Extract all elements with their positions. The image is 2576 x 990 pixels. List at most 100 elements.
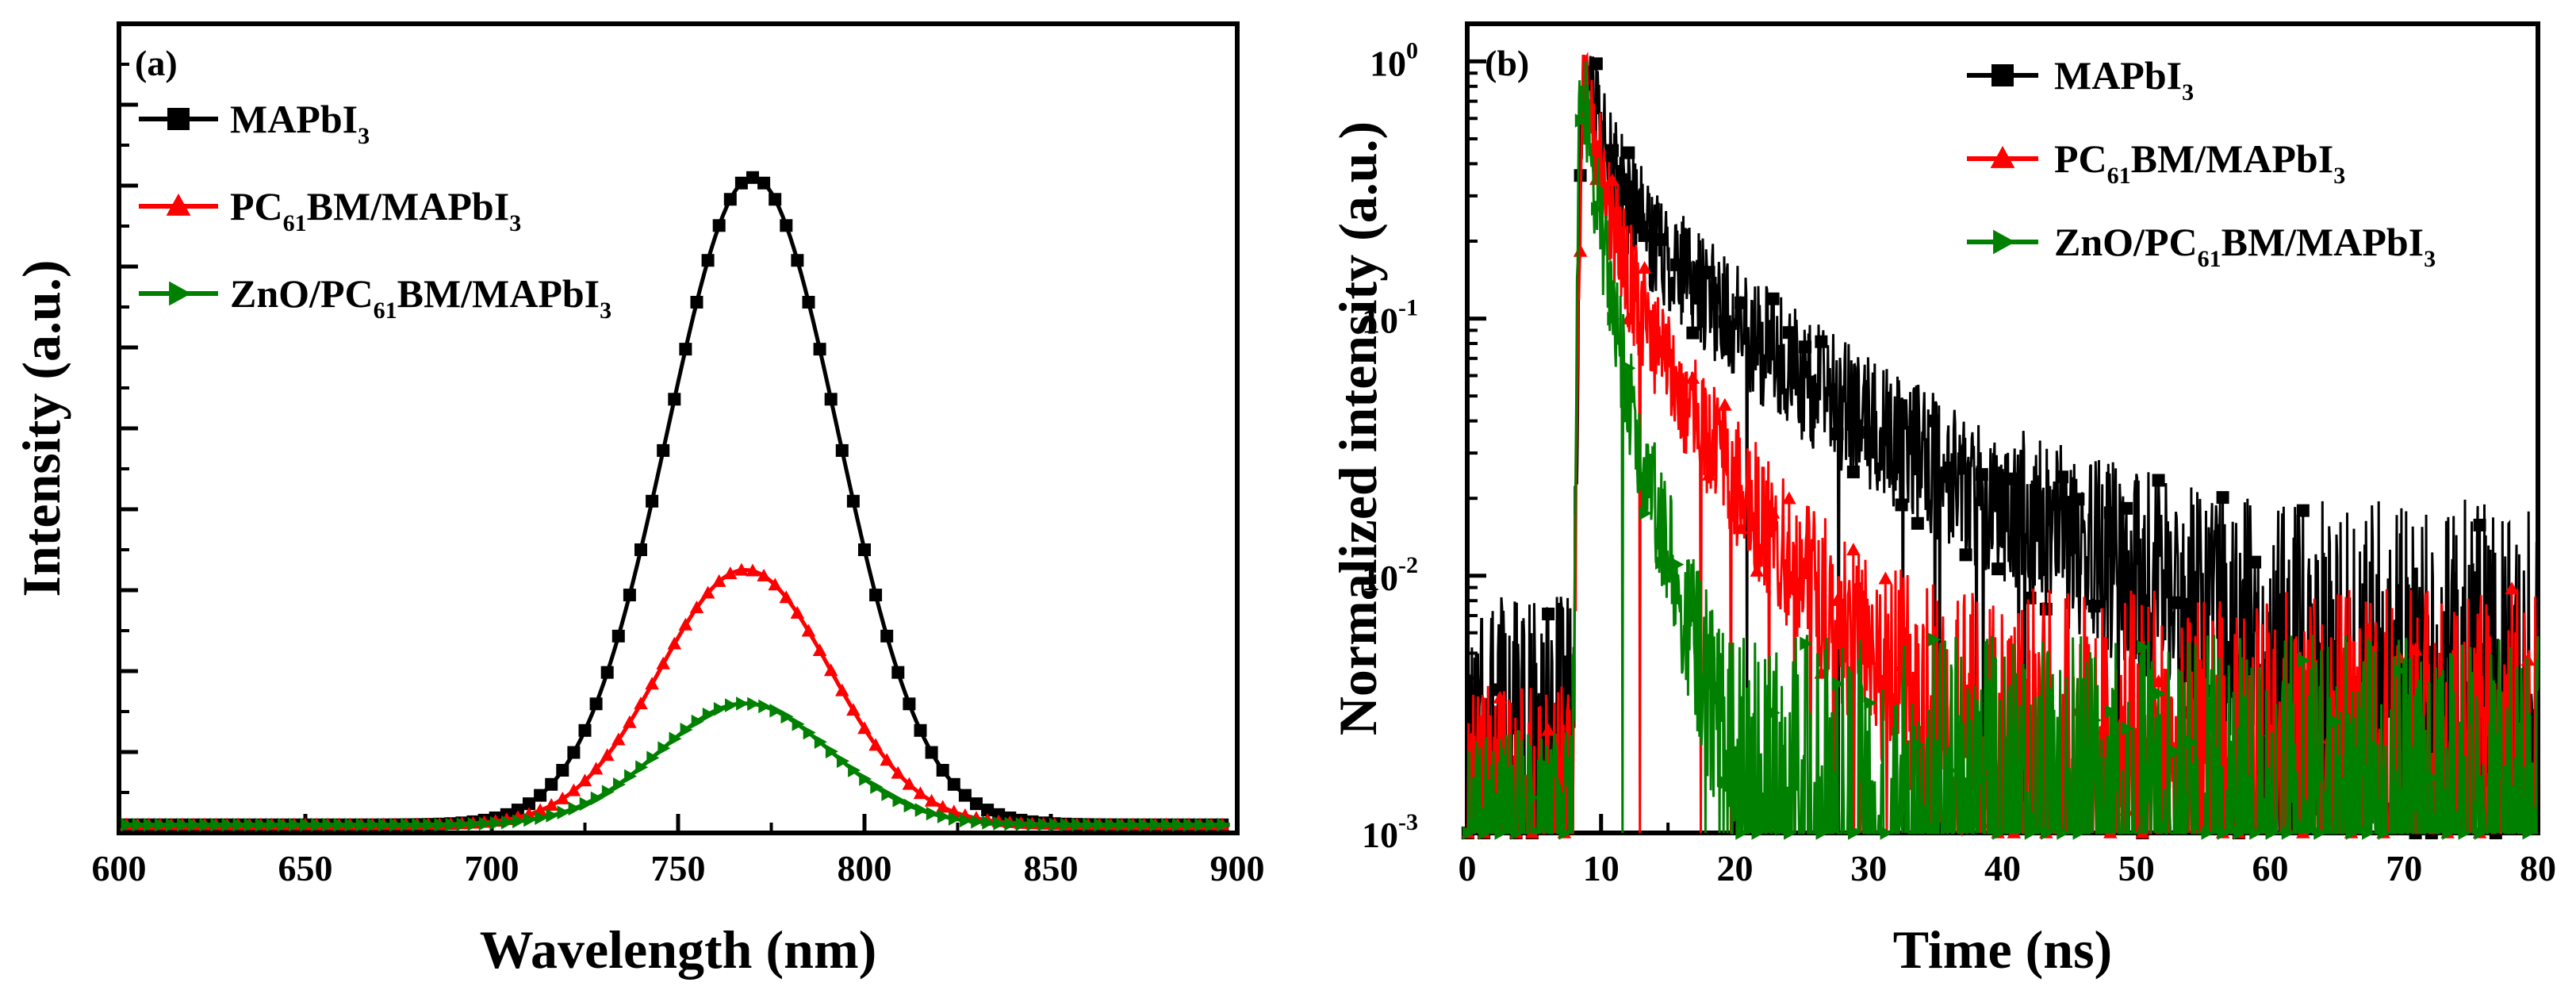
data-point-b bbox=[2233, 826, 2247, 840]
panel-b: 0 10 20 30 40 50 60 70 80 10-3 10-2 10-1 100 Time (ns… bbox=[1328, 21, 2556, 980]
data-point-b bbox=[2185, 735, 2198, 750]
legend-marker-a bbox=[169, 281, 192, 306]
data-point-b bbox=[1687, 594, 1700, 608]
data-point-a bbox=[589, 697, 603, 711]
data-point-a bbox=[255, 818, 268, 832]
data-point-a bbox=[588, 762, 604, 775]
data-point-a bbox=[903, 798, 917, 813]
data-point-a bbox=[1071, 817, 1085, 832]
data-point-b bbox=[2201, 826, 2214, 840]
x-axis-label-a: Wavelength (nm) bbox=[480, 919, 877, 980]
data-point-b bbox=[1927, 414, 1941, 428]
data-point-a bbox=[1217, 818, 1230, 832]
data-point-a bbox=[1004, 816, 1018, 831]
data-point-a bbox=[1127, 817, 1140, 832]
legend-marker-a bbox=[167, 108, 190, 130]
data-point-b bbox=[1558, 826, 1572, 840]
data-point-b bbox=[1623, 361, 1636, 375]
legend-marker-a bbox=[166, 193, 191, 216]
data-point-a bbox=[645, 677, 659, 690]
data-point-b bbox=[2151, 674, 2166, 688]
data-point-b bbox=[2217, 826, 2230, 840]
data-point-a bbox=[412, 817, 425, 832]
data-point-a bbox=[935, 800, 950, 813]
data-point-b bbox=[2426, 770, 2440, 785]
legend-label-b: ZnO/PC61BM/MAPbI3 bbox=[2054, 220, 2436, 272]
data-point-b bbox=[1848, 826, 1861, 840]
data-point-b bbox=[1541, 723, 1555, 736]
data-point-a bbox=[634, 543, 647, 557]
data-point-a bbox=[1037, 817, 1051, 832]
data-point-a bbox=[758, 699, 772, 714]
data-point-a bbox=[1160, 817, 1174, 832]
data-point-a bbox=[389, 817, 402, 832]
data-point-a bbox=[555, 791, 570, 804]
data-point-b bbox=[1846, 543, 1861, 556]
x-axis-label-b: Time (ns) bbox=[1893, 919, 2112, 980]
x-tick-label-b: 80 bbox=[2520, 848, 2556, 888]
data-point-a bbox=[656, 656, 670, 670]
data-point-a bbox=[1026, 817, 1040, 832]
data-point-a bbox=[723, 566, 738, 580]
data-point-b bbox=[1718, 315, 1731, 328]
data-point-a bbox=[501, 815, 514, 830]
data-point-b bbox=[1912, 738, 1926, 752]
series-line-a bbox=[126, 567, 1230, 827]
data-point-b bbox=[2490, 736, 2504, 751]
data-point-b bbox=[1543, 759, 1556, 774]
data-point-a bbox=[154, 818, 167, 832]
data-point-b bbox=[1750, 563, 1765, 577]
data-point-b bbox=[1670, 258, 1684, 271]
data-point-b bbox=[1701, 467, 1716, 481]
x-tick-label-a: 750 bbox=[651, 848, 706, 888]
data-point-b bbox=[1943, 461, 1957, 474]
data-point-b bbox=[2169, 744, 2183, 759]
data-point-b bbox=[2216, 491, 2229, 505]
data-point-b bbox=[1718, 397, 1732, 411]
y-axis-label-a: Intensity (a.u.) bbox=[11, 259, 71, 597]
data-point-a bbox=[881, 787, 895, 801]
data-point-a bbox=[880, 629, 894, 643]
data-point-b bbox=[2313, 826, 2327, 840]
data-point-a bbox=[1138, 817, 1152, 832]
panel-label-a: (a) bbox=[135, 43, 178, 83]
data-point-b bbox=[1928, 632, 1942, 647]
data-point-a bbox=[868, 738, 883, 751]
data-point-a bbox=[1116, 817, 1129, 832]
data-point-b bbox=[1991, 562, 2005, 576]
data-point-b bbox=[1574, 113, 1588, 128]
data-point-b bbox=[2329, 714, 2343, 729]
data-point-a bbox=[780, 219, 793, 232]
data-point-a bbox=[166, 818, 178, 832]
data-point-a bbox=[1149, 817, 1163, 832]
data-point-a bbox=[689, 600, 704, 613]
data-point-a bbox=[679, 343, 692, 356]
x-tick-label-b: 30 bbox=[1850, 848, 1887, 888]
x-tick-label-b: 40 bbox=[1984, 848, 2021, 888]
data-point-a bbox=[322, 817, 335, 832]
data-point-a bbox=[690, 295, 703, 309]
data-point-b bbox=[2103, 506, 2117, 520]
data-point-a bbox=[188, 818, 201, 832]
data-point-a bbox=[445, 817, 458, 832]
data-point-b bbox=[1800, 636, 1813, 651]
data-point-a bbox=[971, 815, 984, 829]
data-point-a bbox=[456, 817, 470, 831]
data-point-a bbox=[300, 817, 313, 832]
legend-marker-b bbox=[1993, 229, 2016, 255]
data-point-a bbox=[232, 818, 246, 832]
data-point-b bbox=[2152, 686, 2166, 701]
legend-label-a: PC61BM/MAPbI3 bbox=[230, 184, 521, 236]
x-tick-label-a: 650 bbox=[278, 848, 333, 888]
data-point-a bbox=[902, 777, 917, 790]
data-point-a bbox=[634, 696, 648, 710]
data-point-a bbox=[914, 803, 928, 817]
data-point-b bbox=[2362, 826, 2375, 840]
data-point-a bbox=[869, 589, 883, 602]
data-point-b bbox=[1478, 826, 1492, 840]
data-point-a bbox=[848, 763, 861, 777]
data-point-b bbox=[2105, 704, 2118, 719]
data-point-a bbox=[846, 703, 861, 716]
data-point-a bbox=[914, 723, 927, 737]
